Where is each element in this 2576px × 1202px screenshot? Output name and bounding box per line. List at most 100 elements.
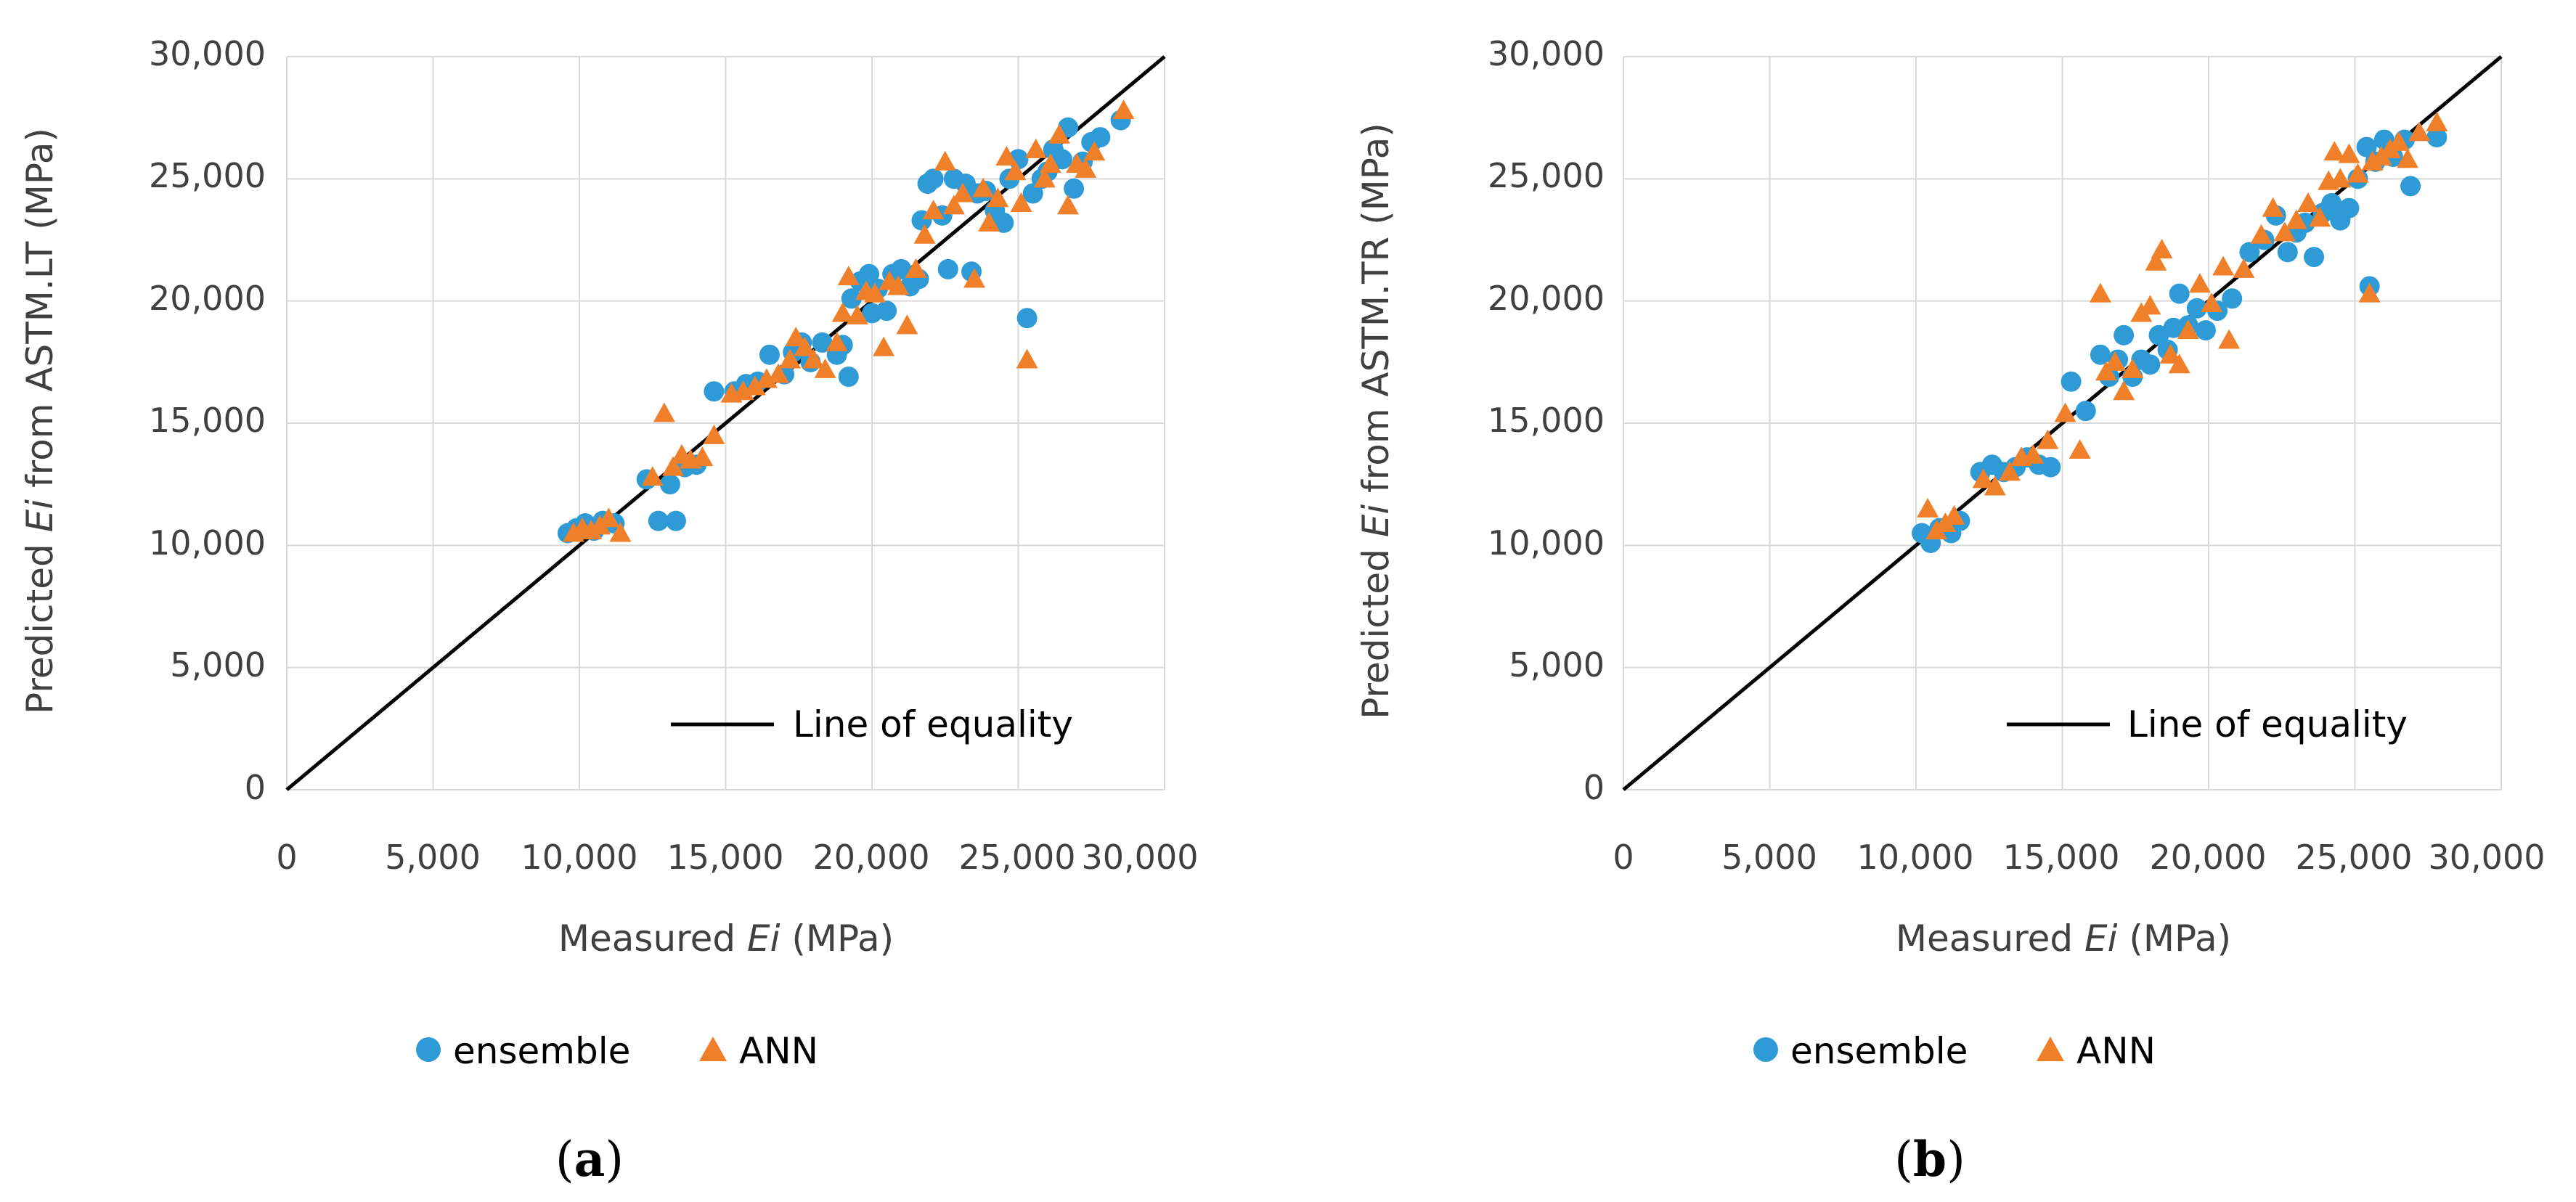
ann-point xyxy=(972,177,995,197)
ensemble-point xyxy=(2277,242,2298,263)
ann-point xyxy=(1024,138,1047,158)
ann-point xyxy=(2387,131,2410,151)
ann-point xyxy=(2426,111,2448,131)
ann-point xyxy=(2323,141,2346,161)
ann-point xyxy=(896,314,918,335)
ann-point xyxy=(1075,158,1097,178)
y-tick-label: 0 xyxy=(245,768,266,807)
series-legend-b: ensemble ANN xyxy=(1753,1030,2156,1072)
ann-point xyxy=(2218,329,2241,349)
ann-point xyxy=(922,200,945,220)
ann-point xyxy=(905,258,927,278)
x-tick-label: 15,000 xyxy=(2003,838,2120,877)
ann-point xyxy=(2212,255,2235,276)
ann-point xyxy=(691,446,714,467)
x-tick-labels-a: 0 5,000 10,000 15,000 20,000 25,000 30,0… xyxy=(276,838,1198,877)
ann-point xyxy=(2177,319,2199,340)
x-tick-label: 30,000 xyxy=(2429,838,2546,877)
ann-point xyxy=(2104,351,2127,371)
y-tick-label: 20,000 xyxy=(149,279,266,318)
y-tick-label: 5,000 xyxy=(1509,645,1605,684)
ann-point xyxy=(2151,238,2173,258)
ensemble-point xyxy=(2304,247,2325,268)
ann-point xyxy=(767,363,790,383)
ensemble-point xyxy=(2426,127,2447,148)
ann-point xyxy=(2201,293,2223,313)
ann-point xyxy=(2139,295,2161,315)
ensemble-point xyxy=(1064,178,1085,199)
x-tick-label: 30,000 xyxy=(1082,838,1199,877)
ann-point xyxy=(913,224,936,244)
ann-point xyxy=(2262,197,2284,217)
ann-point xyxy=(1083,141,1106,161)
x-tick-label: 5,000 xyxy=(1721,838,1817,877)
ann-point xyxy=(2285,209,2307,229)
ensemble-point xyxy=(648,510,669,531)
ann-point xyxy=(2297,192,2320,212)
equality-legend-b: Line of equality xyxy=(2007,703,2408,745)
ann-point xyxy=(864,282,886,303)
ensemble-point xyxy=(937,258,958,279)
ann-point xyxy=(873,336,895,356)
y-tick-label: 20,000 xyxy=(1488,279,1605,318)
ann-point xyxy=(1033,168,1056,188)
ann-point xyxy=(2397,148,2419,168)
ann-point xyxy=(1057,195,1080,215)
ensemble-point xyxy=(2222,288,2243,309)
ensemble-point xyxy=(2239,242,2260,263)
ann-point xyxy=(609,522,632,542)
ann-point xyxy=(987,187,1009,208)
ann-point xyxy=(2338,143,2360,163)
ensemble-point xyxy=(1090,127,1111,148)
y-tick-label: 10,000 xyxy=(149,523,266,563)
x-tick-label: 15,000 xyxy=(667,838,784,877)
ann-point xyxy=(2358,282,2381,303)
ann-point xyxy=(2273,221,2296,242)
x-tick-labels-b: 0 5,000 10,000 15,000 20,000 25,000 30,0… xyxy=(1613,838,2545,877)
ann-point xyxy=(2408,121,2431,142)
ann-point xyxy=(2309,207,2331,227)
ann-point xyxy=(826,331,848,351)
ann-point xyxy=(1039,153,1061,173)
panel-label-b: (b) xyxy=(1894,1131,1965,1187)
ann-point xyxy=(802,348,825,369)
ann-point xyxy=(2022,443,2045,464)
ensemble-point xyxy=(2040,457,2061,478)
ann-point xyxy=(1984,475,2006,496)
ann-point xyxy=(1917,497,1939,518)
ensemble-point xyxy=(2169,283,2190,304)
ann-point xyxy=(2037,429,2059,449)
legend-ensemble-marker xyxy=(1753,1037,1778,1062)
y-tick-label: 25,000 xyxy=(1488,156,1605,195)
ann-point xyxy=(814,358,836,378)
ann-point xyxy=(598,507,620,528)
ann-point xyxy=(2159,343,2182,364)
ensemble-point xyxy=(2075,401,2096,422)
ann-point xyxy=(779,348,802,369)
y-tick-label: 10,000 xyxy=(1488,523,1605,563)
ann-point xyxy=(963,268,986,288)
ensemble-point xyxy=(2195,320,2216,341)
ann-point xyxy=(837,266,860,285)
ensemble-point xyxy=(841,288,862,309)
ensemble-point xyxy=(2321,193,2342,213)
ann-point xyxy=(1112,99,1135,120)
ann-point xyxy=(785,327,807,347)
ann-point xyxy=(934,150,956,171)
ensemble-point xyxy=(2061,371,2082,392)
panel-label-a: (a) xyxy=(555,1131,624,1187)
y-tick-label: 0 xyxy=(1583,768,1605,807)
ann-point xyxy=(641,466,664,486)
legend-ensemble-label: ensemble xyxy=(453,1030,630,1072)
legend-ann-label: ANN xyxy=(2076,1030,2156,1072)
y-tick-labels-a: 0 5,000 10,000 15,000 20,000 25,000 30,0… xyxy=(149,34,266,807)
ann-point xyxy=(743,375,766,396)
x-tick-label: 20,000 xyxy=(813,838,930,877)
ann-point xyxy=(2168,353,2190,374)
ann-point xyxy=(1010,192,1032,212)
ann-point xyxy=(978,211,1000,232)
equality-legend-label: Line of equality xyxy=(2127,703,2408,745)
ensemble-point xyxy=(2356,136,2377,158)
ann-point xyxy=(1016,348,1038,369)
ensemble-point xyxy=(1016,308,1038,329)
